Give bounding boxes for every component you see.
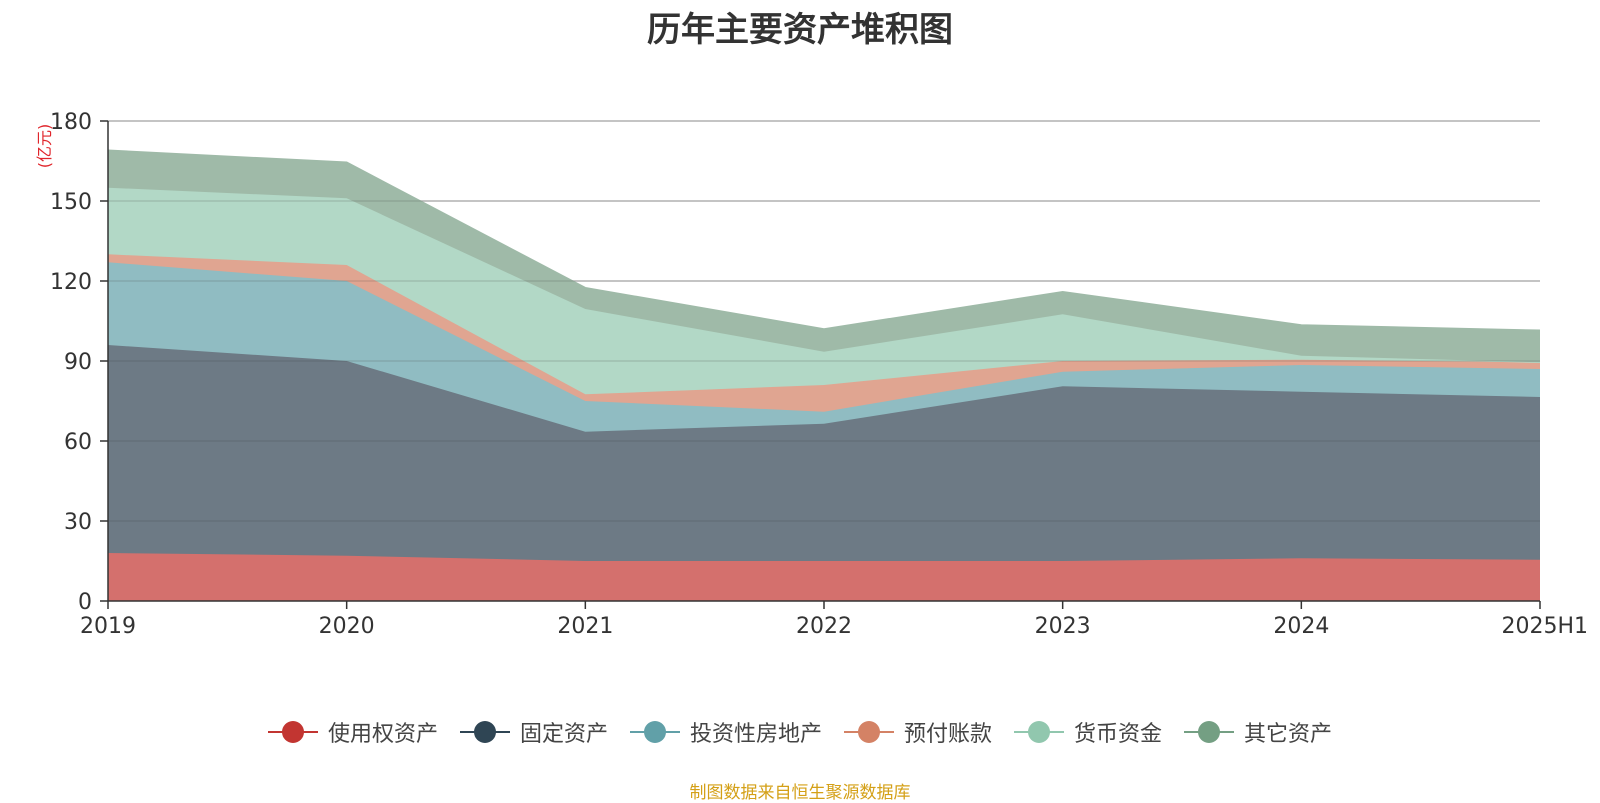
- x-tick-label-2024: 2024: [1273, 614, 1329, 639]
- area-series: [107, 120, 1541, 601]
- y-tick-label-120: 120: [50, 270, 92, 295]
- x-tick-label-2025H1: 2025H1: [1501, 614, 1588, 639]
- area-使用权资产: [108, 553, 1540, 601]
- legend-item-其它资产[interactable]: 其它资产: [1184, 716, 1332, 748]
- legend: 使用权资产 固定资产 投资性房地产 预付账款 货币资金 其它资产: [0, 716, 1600, 748]
- legend-marker-icon: [267, 720, 318, 744]
- y-tick-label-90: 90: [64, 350, 92, 375]
- y-tick-label-180: 180: [50, 110, 92, 135]
- legend-item-预付账款[interactable]: 预付账款: [844, 716, 992, 748]
- legend-item-使用权资产[interactable]: 使用权资产: [267, 716, 438, 748]
- area-投资性房地产: [108, 262, 1540, 432]
- y-tick-label-30: 30: [64, 510, 92, 535]
- legend-item-货币资金[interactable]: 货币资金: [1014, 716, 1162, 748]
- legend-marker-icon: [1184, 720, 1235, 744]
- area-其它资产: [108, 150, 1540, 363]
- x-tick-label-2019: 2019: [80, 614, 136, 639]
- area-固定资产: [108, 345, 1540, 561]
- y-tick-label-150: 150: [50, 190, 92, 215]
- legend-label: 预付账款: [904, 722, 993, 747]
- chart-title: 历年主要资产堆积图: [647, 10, 953, 50]
- y-tick-label-60: 60: [64, 430, 92, 455]
- x-tick-label-2020: 2020: [319, 614, 375, 639]
- area-edge-其它资产: [107, 149, 1541, 332]
- legend-label: 货币资金: [1074, 722, 1163, 747]
- x-tick-label-2023: 2023: [1035, 614, 1091, 639]
- legend-marker-icon: [629, 720, 680, 744]
- legend-marker-icon: [459, 720, 510, 744]
- legend-item-投资性房地产[interactable]: 投资性房地产: [629, 716, 822, 748]
- legend-marker-icon: [1014, 720, 1065, 744]
- area-货币资金: [108, 187, 1540, 395]
- x-tick-label-2021: 2021: [557, 614, 613, 639]
- legend-label: 投资性房地产: [689, 722, 822, 747]
- legend-label: 使用权资产: [327, 722, 438, 747]
- y-tick-label-0: 0: [78, 590, 92, 615]
- x-tick-label-2022: 2022: [796, 614, 852, 639]
- legend-label: 固定资产: [519, 722, 608, 747]
- y-axis-unit-label: (亿元): [35, 124, 54, 169]
- legend-marker-icon: [844, 720, 894, 744]
- area-预付账款: [108, 254, 1540, 412]
- legend-item-固定资产[interactable]: 固定资产: [459, 716, 608, 748]
- source-note: 制图数据来自恒生聚源数据库: [689, 783, 911, 803]
- legend-label: 其它资产: [1244, 722, 1333, 747]
- axes: 0 30 60 90 120 150 180 2019 2020 2021 2022 2023 2024…: [50, 110, 1588, 639]
